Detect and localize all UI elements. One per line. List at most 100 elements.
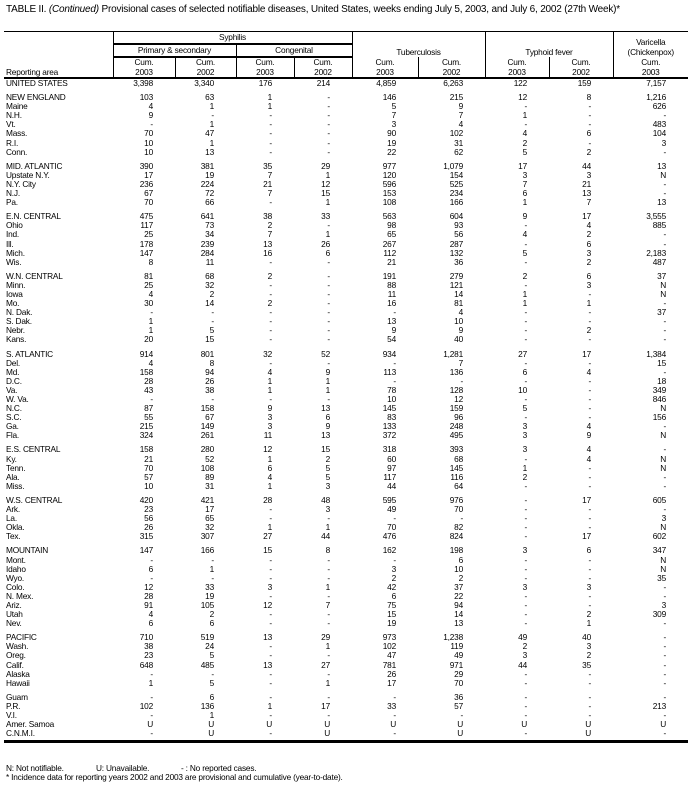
value-cell: 63: [205, 92, 214, 103]
value-cell: 2: [522, 641, 528, 652]
header-tuberculosis: Tuberculosis: [351, 31, 486, 57]
value-cell: -: [663, 618, 667, 629]
value-cell: 64: [454, 480, 464, 491]
value-cell: 1: [325, 169, 331, 180]
value-cell: 309: [652, 609, 667, 620]
value-cell: N: [660, 453, 667, 464]
reporting-area-cell: Minn.: [6, 279, 26, 290]
header-blank: [4, 31, 113, 44]
table-row: Amer. Samoa U U U U U U U U U: [4, 719, 688, 730]
value-cell: 7: [267, 229, 273, 240]
value-cell: 318: [382, 444, 396, 455]
value-cell: 22: [387, 146, 396, 157]
value-cell: 487: [652, 256, 667, 267]
value-cell: 1,079: [443, 160, 464, 171]
value-cell: 6: [586, 545, 592, 556]
value-cell: -: [663, 480, 667, 491]
value-cell: 166: [449, 197, 464, 208]
reporting-area-cell: Mo.: [6, 298, 20, 309]
value-cell: 49: [454, 650, 464, 661]
value-cell: 9: [325, 421, 331, 432]
value-cell: 29: [454, 668, 464, 679]
header-year-label: 2003: [135, 66, 153, 77]
value-cell: 2: [325, 453, 331, 464]
value-cell: -: [588, 316, 592, 327]
reporting-area-cell: Ark.: [6, 504, 20, 515]
value-cell: 94: [205, 366, 214, 377]
header-primary-secondary: Primary & secondary: [112, 44, 236, 58]
value-cell: -: [269, 334, 272, 345]
value-cell: -: [393, 710, 396, 720]
reporting-area-cell: Oreg.: [6, 650, 26, 661]
value-cell: 7: [391, 110, 397, 121]
header-column-cum: Cum. 2003: [112, 57, 175, 79]
value-cell: 37: [657, 307, 667, 318]
value-cell: 13: [582, 188, 592, 199]
value-cell: 3: [522, 581, 528, 592]
value-cell: 4: [458, 307, 464, 318]
value-cell: 93: [454, 220, 464, 231]
table-row: Colo. 12 33 3 1 42 37 3 3-: [4, 581, 688, 592]
value-cell: -: [524, 101, 528, 112]
value-cell: 3,340: [194, 78, 214, 88]
value-cell: 116: [450, 471, 464, 482]
value-cell: N: [660, 279, 667, 290]
value-cell: 8: [148, 256, 154, 267]
value-cell: 224: [200, 178, 214, 189]
value-cell: 154: [449, 169, 464, 180]
value-cell: 6: [586, 238, 592, 249]
value-cell: 33: [387, 700, 396, 711]
value-cell: 12: [144, 581, 153, 592]
value-cell: 23: [144, 650, 153, 661]
value-cell: 13: [263, 632, 272, 643]
value-cell: N: [660, 403, 667, 414]
value-cell: 47: [205, 128, 214, 139]
value-cell: 390: [139, 160, 153, 171]
value-cell: U: [390, 719, 396, 730]
value-cell: 43: [144, 384, 153, 395]
value-cell: 14: [454, 288, 464, 299]
value-cell: 70: [387, 522, 396, 533]
value-cell: -: [211, 572, 214, 583]
value-cell: 55: [144, 412, 153, 423]
reporting-area-cell: V.I.: [6, 710, 17, 720]
value-cell: 166: [200, 545, 214, 556]
value-cell: 420: [139, 494, 153, 505]
value-cell: -: [663, 298, 667, 309]
value-cell: -: [327, 270, 330, 281]
value-cell: 6,263: [443, 78, 464, 88]
value-cell: 485: [200, 659, 214, 670]
value-cell: 159: [449, 403, 464, 414]
value-cell: 104: [652, 128, 667, 139]
value-cell: 495: [449, 430, 464, 441]
reporting-area-cell: Calif.: [6, 659, 24, 670]
value-cell: 846: [652, 394, 667, 404]
value-cell: U: [521, 719, 528, 730]
value-cell: 10: [144, 137, 153, 148]
value-cell: 28: [144, 375, 153, 386]
value-cell: -: [393, 554, 396, 565]
value-cell: -: [211, 110, 214, 121]
value-cell: 236: [139, 178, 153, 189]
value-cell: 602: [652, 531, 667, 542]
value-cell: 162: [382, 545, 396, 556]
value-cell: -: [663, 366, 667, 377]
value-cell: 3: [586, 247, 592, 258]
value-cell: 5: [522, 247, 528, 258]
reporting-area-cell: Nebr.: [6, 325, 25, 336]
value-cell: 83: [387, 412, 396, 423]
value-cell: 13: [263, 659, 272, 670]
region-row: UNITED STATES 3,398 3,340 176 214 4,859 6,263 1…: [4, 78, 688, 88]
value-cell: 3: [267, 421, 273, 432]
reporting-area-cell: Vt.: [6, 119, 16, 130]
value-cell: 78: [387, 384, 396, 395]
reporting-area-cell: N.Y. City: [6, 178, 36, 189]
value-cell: 33: [205, 581, 214, 592]
value-cell: -: [269, 325, 272, 336]
value-cell: -: [269, 110, 272, 121]
value-cell: N: [660, 169, 667, 180]
value-cell: 19: [205, 590, 214, 601]
reporting-area-cell: Wyo.: [6, 572, 25, 583]
value-cell: 641: [200, 211, 214, 222]
value-cell: 5: [209, 650, 215, 661]
